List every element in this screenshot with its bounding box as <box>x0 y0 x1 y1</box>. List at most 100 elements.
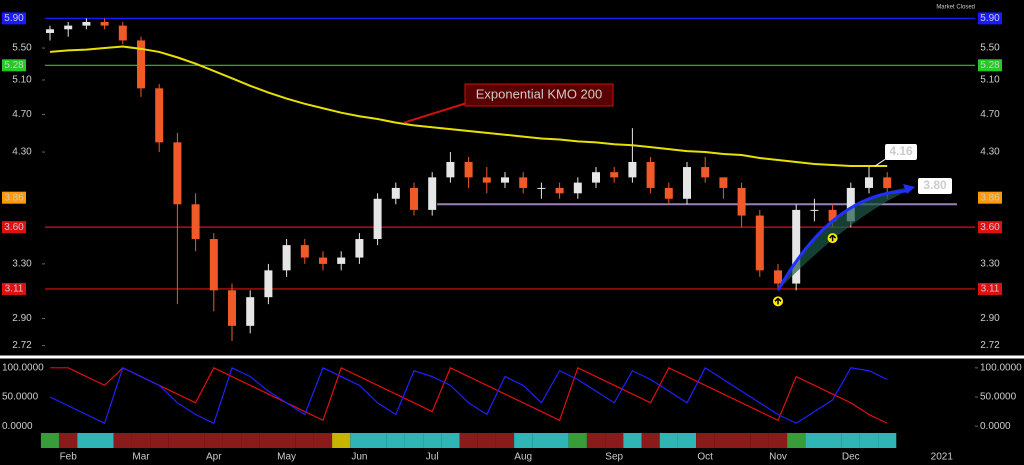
x-tick-label: Mar <box>132 452 150 463</box>
candle-body <box>610 172 619 178</box>
y-tick-label: 5.50 <box>980 43 1000 54</box>
y-tick-label: 2.90 <box>12 313 32 324</box>
level-label: 3.60 <box>4 222 24 233</box>
signal-strip <box>332 433 351 448</box>
oscillator-line <box>50 367 888 424</box>
level-label: 3.86 <box>4 192 24 203</box>
moving-average <box>49 45 888 168</box>
signal-strip <box>787 433 806 448</box>
signal-strip <box>532 433 551 448</box>
candle-body <box>519 177 528 188</box>
x-tick-label: Nov <box>769 452 787 463</box>
signal-strip <box>277 433 296 448</box>
y-tick-label: 0.0000 <box>980 421 1011 432</box>
candle-body <box>137 40 145 89</box>
signal-strip <box>368 433 387 448</box>
level-label-box <box>2 191 26 204</box>
x-tick-label: Aug <box>514 452 532 463</box>
signal-strip <box>113 433 132 448</box>
market-status: Market Closed <box>936 5 975 11</box>
callout-label: 3.80 <box>923 178 947 192</box>
candle-body <box>810 209 819 211</box>
level-label-box <box>978 221 1002 234</box>
signal-strip <box>241 433 260 448</box>
x-tick-label: Sep <box>605 452 623 463</box>
candle-body <box>482 177 491 183</box>
candle-body <box>865 177 873 188</box>
level-label-box <box>2 12 26 25</box>
annotation: Exponential KMO 200 <box>476 86 602 101</box>
signal-strip <box>696 433 715 448</box>
candle-body <box>337 257 346 264</box>
signal-strip <box>495 433 515 448</box>
y-tick-label: 2.72 <box>12 340 32 351</box>
x-tick-label: 2021 <box>931 452 954 463</box>
signal-strip <box>423 433 442 448</box>
y-tick-label: 5.50 <box>12 43 32 54</box>
signal-strip <box>605 433 624 448</box>
candle-body <box>173 142 182 205</box>
y-tick-label: 3.30 <box>12 259 32 270</box>
signal-arrow <box>829 234 837 242</box>
level-label: 3.11 <box>5 284 24 295</box>
signal-strip <box>441 433 460 448</box>
candle-body <box>246 297 255 326</box>
candle-body <box>464 162 473 178</box>
candle-body <box>828 209 837 222</box>
signal-strip <box>386 433 405 448</box>
candle-body <box>264 270 273 298</box>
y-tick-label: 50.0000 <box>980 392 1017 403</box>
callout-box <box>885 144 917 161</box>
signal-strip <box>168 433 187 448</box>
y-tick-label: 100.0000 <box>980 362 1022 373</box>
y-tick-label: 4.30 <box>980 147 1000 158</box>
x-tick-label: Feb <box>60 452 78 463</box>
level-label: 3.11 <box>981 284 1000 295</box>
signal-strip <box>77 433 96 448</box>
y-tick-label: 4.70 <box>12 109 32 120</box>
candle-body <box>191 204 200 240</box>
candle-body <box>846 187 855 222</box>
y-tick-label: 2.90 <box>980 313 1000 324</box>
arrow-head <box>903 184 915 194</box>
candle-body <box>628 162 637 178</box>
signal-strip <box>641 433 660 448</box>
candle-body <box>646 162 655 188</box>
y-tick-label: 2.72 <box>980 340 1000 351</box>
x-tick-label: May <box>277 452 296 463</box>
candle-body <box>537 187 546 189</box>
signal-strip <box>514 433 533 448</box>
candle-body <box>410 187 418 210</box>
signal-strip <box>59 433 78 448</box>
candle-body <box>209 239 218 291</box>
x-tick-label: Oct <box>697 452 713 463</box>
candle-body <box>319 257 327 264</box>
y-tick-label: 0.0000 <box>2 421 33 432</box>
candle-body <box>501 177 509 183</box>
signal-strip <box>150 433 169 448</box>
signal-strip <box>677 433 697 448</box>
signal-strip <box>204 433 223 448</box>
candle-body <box>100 21 109 26</box>
level-label-box <box>978 191 1002 204</box>
candle-body <box>391 187 400 199</box>
candle-body <box>446 162 455 178</box>
candle-body <box>737 187 746 216</box>
y-tick-label: 3.30 <box>980 259 1000 270</box>
candle-body <box>683 167 691 199</box>
x-tick-label: Jun <box>351 452 367 463</box>
signal-strip <box>659 433 678 448</box>
signal-strip <box>859 433 879 448</box>
signal-strip <box>404 433 424 448</box>
signal-strip <box>750 433 769 448</box>
signal-strip <box>186 433 205 448</box>
y-tick-label: 5.10 <box>12 75 32 86</box>
candle-body <box>755 215 764 271</box>
signal-strip <box>805 433 824 448</box>
callout-box <box>918 178 952 194</box>
signal-arrow <box>774 297 782 305</box>
signal-strip <box>477 433 496 448</box>
signal-strip <box>295 433 314 448</box>
level-label-box <box>2 221 26 234</box>
